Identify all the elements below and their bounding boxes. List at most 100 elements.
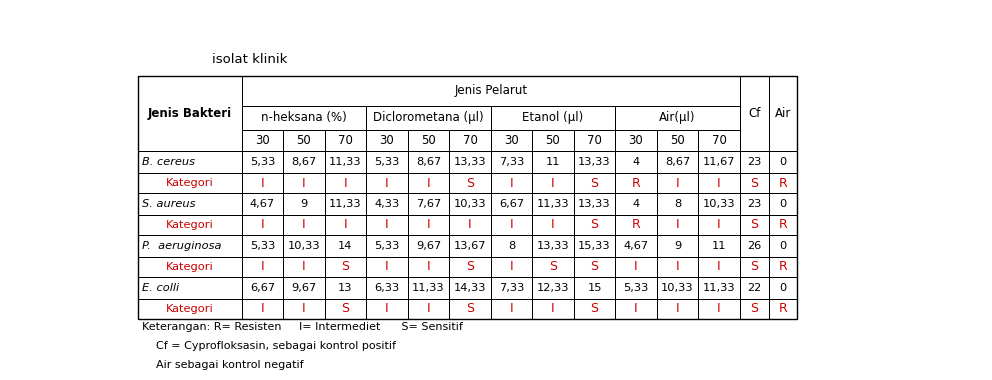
Text: 13,33: 13,33 <box>453 157 486 167</box>
Bar <box>138 257 242 277</box>
Text: P.  aeruginosa: P. aeruginosa <box>143 241 222 251</box>
Text: S: S <box>590 177 598 190</box>
Text: 11,33: 11,33 <box>329 157 362 167</box>
Bar <box>242 299 283 318</box>
Text: Kategori: Kategori <box>166 262 213 272</box>
Bar <box>491 235 533 257</box>
Text: 7,67: 7,67 <box>416 199 441 209</box>
Text: R: R <box>632 218 641 231</box>
Bar <box>657 151 698 173</box>
Text: 0: 0 <box>780 157 787 167</box>
Bar <box>138 235 242 257</box>
Text: 8,67: 8,67 <box>416 157 441 167</box>
Text: I: I <box>261 260 264 273</box>
Bar <box>324 173 366 193</box>
Bar <box>408 257 449 277</box>
Text: R: R <box>779 260 788 273</box>
Bar <box>449 173 491 193</box>
Bar <box>408 215 449 235</box>
Bar <box>491 299 533 318</box>
Text: I: I <box>261 302 264 315</box>
Bar <box>698 193 740 215</box>
Bar <box>324 277 366 299</box>
Bar <box>491 106 615 130</box>
Text: 0: 0 <box>780 283 787 293</box>
Bar <box>615 235 657 257</box>
Text: I: I <box>303 302 306 315</box>
Bar <box>615 257 657 277</box>
Text: 13,33: 13,33 <box>537 241 569 251</box>
Text: 7,33: 7,33 <box>499 283 524 293</box>
Bar <box>657 299 698 318</box>
Bar <box>615 277 657 299</box>
Bar <box>408 299 449 318</box>
Text: 50: 50 <box>297 134 311 147</box>
Bar <box>740 215 769 235</box>
Text: 13,33: 13,33 <box>578 157 611 167</box>
Text: S: S <box>466 302 474 315</box>
Bar <box>449 151 491 173</box>
Text: 7,33: 7,33 <box>499 157 524 167</box>
Text: I: I <box>343 218 347 231</box>
Bar <box>615 299 657 318</box>
Bar <box>366 235 408 257</box>
Bar <box>533 299 573 318</box>
Bar <box>769 173 797 193</box>
Bar <box>491 257 533 277</box>
Text: 50: 50 <box>546 134 560 147</box>
Text: Keterangan: R= Resisten     I= Intermediet      S= Sensitif: Keterangan: R= Resisten I= Intermediet S… <box>142 321 462 331</box>
Bar <box>366 215 408 235</box>
Bar <box>449 277 491 299</box>
Text: 8,67: 8,67 <box>665 157 690 167</box>
Bar <box>408 130 449 151</box>
Text: I: I <box>385 218 389 231</box>
Bar <box>615 151 657 173</box>
Bar <box>242 151 283 173</box>
Text: Etanol (µl): Etanol (µl) <box>523 111 583 124</box>
Bar <box>366 130 408 151</box>
Bar <box>573 130 615 151</box>
Text: I: I <box>261 218 264 231</box>
Bar <box>769 151 797 173</box>
Text: I: I <box>552 177 555 190</box>
Bar <box>449 130 491 151</box>
Text: S: S <box>466 177 474 190</box>
Text: 30: 30 <box>504 134 519 147</box>
Bar <box>408 173 449 193</box>
Text: I: I <box>676 218 680 231</box>
Bar <box>491 193 533 215</box>
Bar <box>324 215 366 235</box>
Bar <box>615 173 657 193</box>
Text: 12,33: 12,33 <box>537 283 569 293</box>
Bar <box>449 299 491 318</box>
Bar <box>283 235 324 257</box>
Bar <box>242 106 366 130</box>
Text: 5,33: 5,33 <box>250 157 275 167</box>
Bar <box>242 193 283 215</box>
Text: 11,33: 11,33 <box>412 283 444 293</box>
Text: S: S <box>750 260 759 273</box>
Text: I: I <box>303 260 306 273</box>
Text: 4: 4 <box>633 157 640 167</box>
Text: R: R <box>632 177 641 190</box>
Bar <box>138 76 797 318</box>
Text: 9: 9 <box>301 199 308 209</box>
Text: Air: Air <box>775 107 791 120</box>
Text: I: I <box>303 177 306 190</box>
Bar <box>242 215 283 235</box>
Text: S: S <box>466 260 474 273</box>
Bar <box>533 277 573 299</box>
Text: S: S <box>590 218 598 231</box>
Bar <box>573 257 615 277</box>
Bar <box>769 257 797 277</box>
Text: I: I <box>510 218 513 231</box>
Bar <box>769 76 797 151</box>
Text: I: I <box>385 260 389 273</box>
Text: I: I <box>717 177 721 190</box>
Bar <box>769 215 797 235</box>
Text: I: I <box>427 302 431 315</box>
Bar <box>740 257 769 277</box>
Text: Air(µl): Air(µl) <box>660 111 695 124</box>
Text: 6,67: 6,67 <box>250 283 275 293</box>
Bar <box>615 193 657 215</box>
